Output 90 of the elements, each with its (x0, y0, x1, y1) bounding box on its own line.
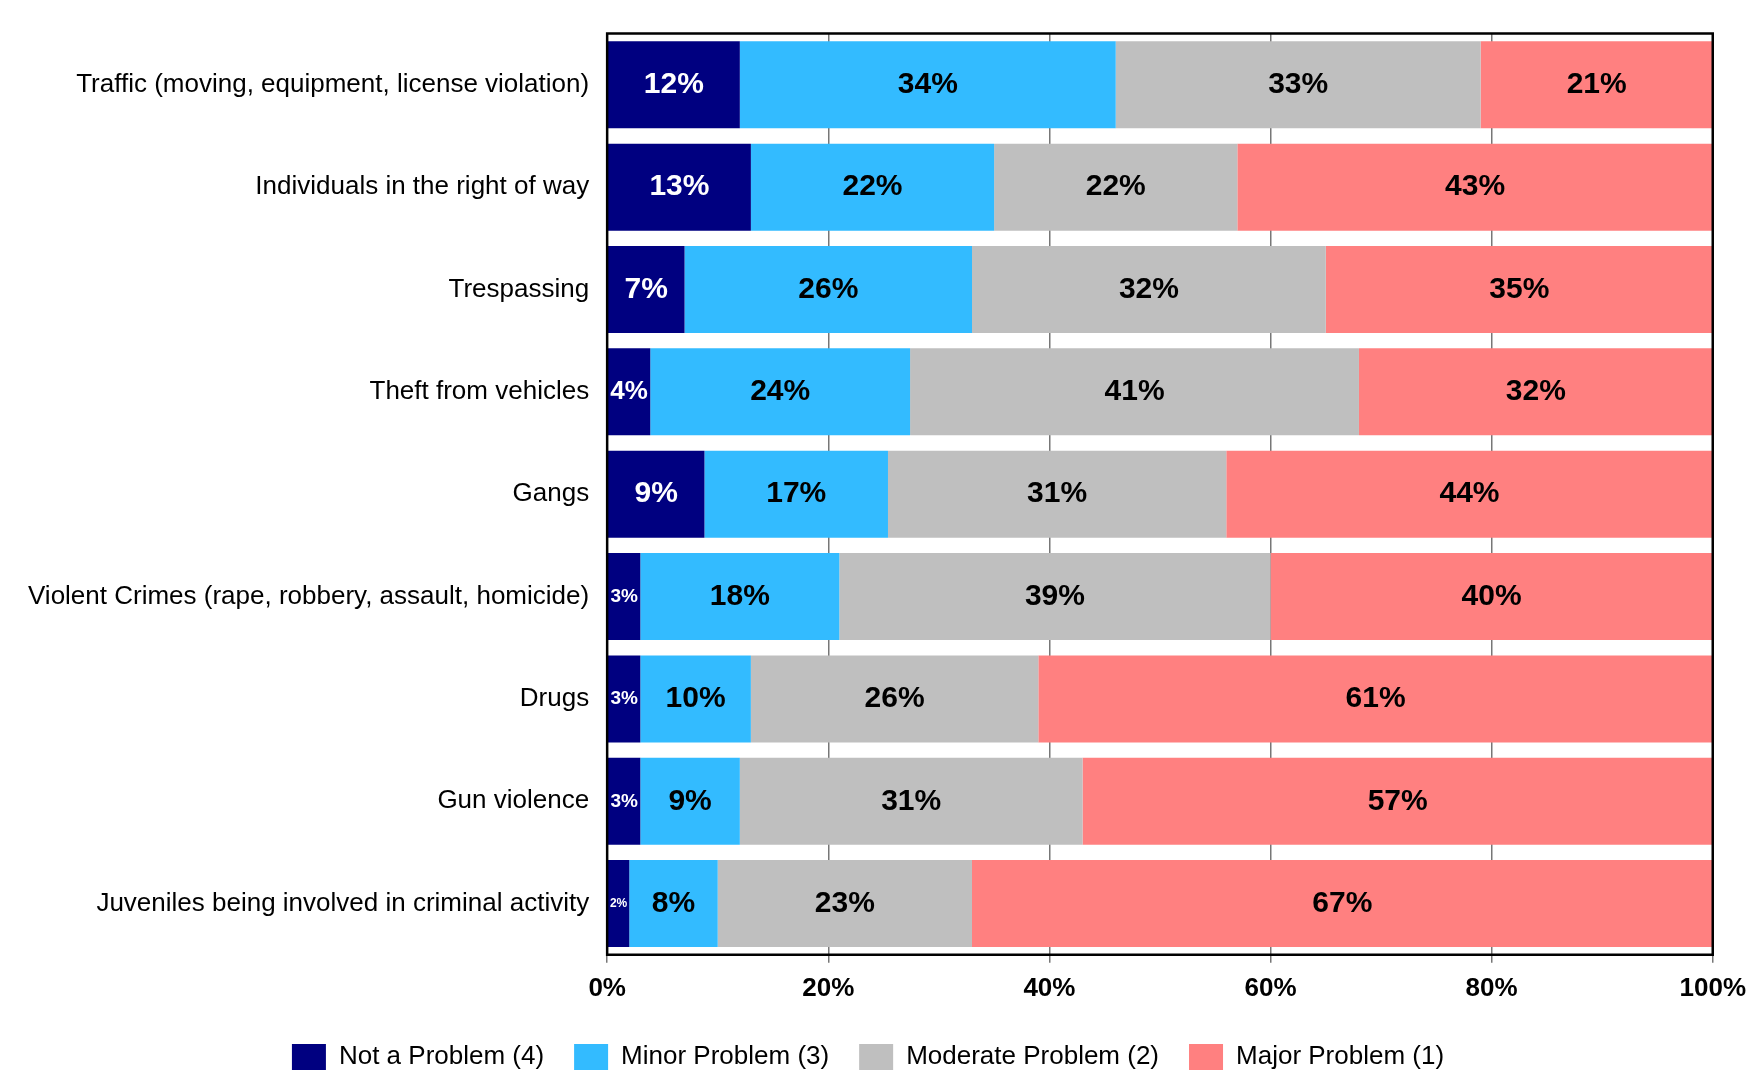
data-label: 21% (1566, 66, 1627, 100)
data-label: 8% (651, 884, 696, 918)
legend-label: Minor Problem (3) (621, 1040, 830, 1071)
y-tick-label: Individuals in the right of way (255, 170, 590, 201)
bar (839, 553, 1271, 641)
data-label: 31% (1027, 475, 1088, 509)
bar (607, 245, 685, 333)
y-tick-label: Gun violence (437, 784, 590, 815)
bar (1358, 348, 1713, 436)
data-label: 39% (1024, 577, 1085, 611)
data-label: 4% (610, 375, 648, 406)
data-label: 22% (1085, 168, 1146, 202)
data-label: 3% (610, 584, 638, 606)
bar (1480, 41, 1713, 129)
data-label: 61% (1345, 680, 1406, 714)
bar (750, 655, 1039, 743)
y-tick-label: Violent Crimes (rape, robbery, assault, homicide) (27, 579, 590, 610)
bar (1082, 757, 1713, 845)
bar (1115, 41, 1481, 129)
bar (750, 143, 995, 231)
bar (640, 655, 751, 743)
data-label: 35% (1489, 270, 1550, 304)
data-label: 22% (842, 168, 903, 202)
data-label: 44% (1439, 475, 1500, 509)
x-tick-label: 60% (1244, 971, 1297, 1002)
bar (739, 41, 1116, 129)
data-label: 43% (1445, 168, 1506, 202)
data-label: 33% (1268, 66, 1329, 100)
data-label: 18% (709, 577, 770, 611)
x-tick-label: 40% (1023, 971, 1076, 1002)
bar (607, 143, 751, 231)
bar (629, 860, 718, 948)
bar (607, 860, 630, 948)
bar (972, 860, 1713, 948)
data-label: 67% (1312, 884, 1373, 918)
y-tick-label: Gangs (512, 477, 590, 508)
data-label: 12% (643, 66, 704, 100)
data-label: 3% (610, 789, 638, 811)
x-tick-label: 80% (1465, 971, 1518, 1002)
bar (1237, 143, 1713, 231)
data-label: 10% (665, 680, 726, 714)
bar (704, 450, 888, 538)
y-tick-label: Drugs (519, 682, 590, 713)
bar (650, 348, 911, 436)
data-label: 26% (798, 270, 859, 304)
data-label: 2% (609, 895, 628, 910)
bar (607, 757, 641, 845)
data-label: 40% (1461, 577, 1522, 611)
legend-label: Major Problem (1) (1236, 1040, 1445, 1071)
bar (739, 757, 1083, 845)
bar (607, 553, 641, 641)
data-label: 24% (750, 373, 811, 407)
data-label: 9% (634, 475, 678, 509)
bar (640, 757, 740, 845)
data-label: 31% (881, 782, 942, 816)
bar (994, 143, 1238, 231)
y-tick-label: Traffic (moving, equipment, license violation) (76, 67, 590, 98)
data-label: 3% (610, 687, 638, 709)
bar (1226, 450, 1713, 538)
y-tick-label: Juveniles being involved in criminal activity (96, 886, 590, 917)
data-label: 13% (649, 168, 710, 202)
bar (607, 41, 740, 129)
data-label: 23% (814, 884, 875, 918)
x-tick-label: 100% (1679, 971, 1746, 1002)
bar (684, 245, 972, 333)
bar (1038, 655, 1713, 743)
data-label: 9% (668, 782, 712, 816)
legend-label: Not a Problem (4) (338, 1040, 545, 1071)
y-tick-label: Trespassing (448, 272, 590, 303)
bar (717, 860, 972, 948)
bar (910, 348, 1359, 436)
data-label: 41% (1104, 373, 1165, 407)
data-label: 32% (1118, 270, 1179, 304)
legend-label: Moderate Problem (2) (906, 1040, 1160, 1071)
data-label: 17% (766, 475, 827, 509)
y-tick-label: Theft from vehicles (369, 375, 590, 406)
bar (887, 450, 1227, 538)
x-tick-label: 0% (588, 971, 626, 1002)
bar (972, 245, 1326, 333)
bar (607, 655, 641, 743)
bar (640, 553, 840, 641)
data-label: 57% (1367, 782, 1428, 816)
bar (1325, 245, 1713, 333)
data-label: 32% (1505, 373, 1566, 407)
data-label: 26% (864, 680, 925, 714)
x-tick-label: 20% (802, 971, 855, 1002)
data-label: 7% (624, 270, 668, 304)
bar (607, 450, 705, 538)
data-label: 34% (897, 66, 958, 100)
bar (1270, 553, 1713, 641)
